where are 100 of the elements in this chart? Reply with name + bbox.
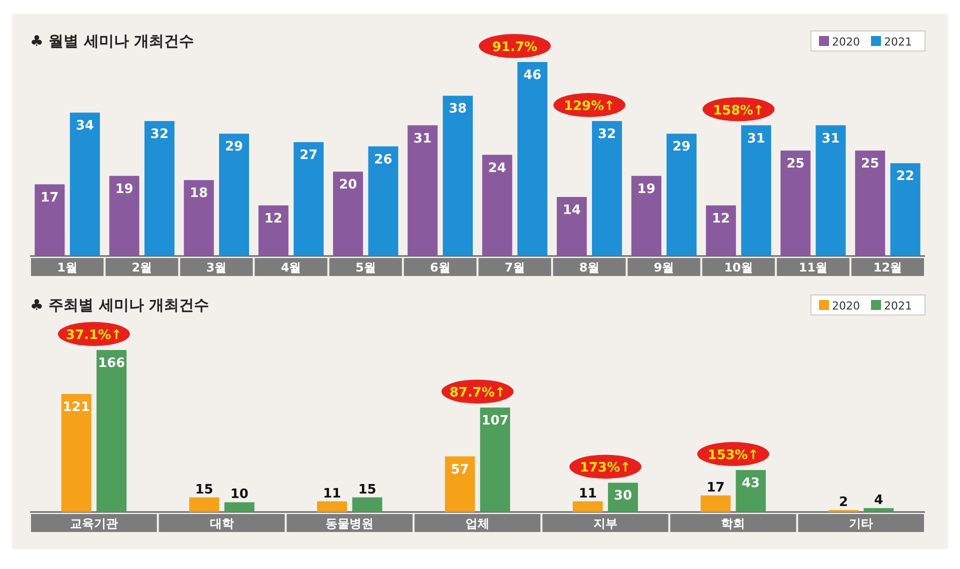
bar <box>480 408 510 512</box>
bar <box>736 470 766 512</box>
bar <box>368 146 398 256</box>
x-tick-label: 지부 <box>593 516 618 530</box>
bar <box>517 62 548 256</box>
bar <box>855 150 886 256</box>
data-label: 121 <box>62 400 90 415</box>
data-label: 57 <box>450 462 469 478</box>
chart-title: ♣ 주최별 세미나 개최건수 <box>30 296 210 314</box>
data-label: 19 <box>637 182 656 197</box>
bar <box>189 497 220 512</box>
x-tick-label: 7월 <box>504 260 525 274</box>
data-label: 29 <box>672 140 691 155</box>
x-tick-label: 12월 <box>873 260 902 274</box>
data-label: 43 <box>742 476 760 492</box>
data-label: 31 <box>414 131 432 146</box>
data-label: 4 <box>874 493 884 508</box>
data-label: 10 <box>230 487 248 502</box>
bar <box>219 134 250 256</box>
legend-label: 2020 <box>832 36 860 48</box>
bar <box>482 154 512 256</box>
x-tick-label: 1월 <box>57 260 78 274</box>
data-label: 20 <box>338 178 358 193</box>
bar <box>741 125 772 256</box>
data-label: 38 <box>448 102 467 117</box>
bar <box>592 121 622 256</box>
bar <box>333 172 364 256</box>
data-label: 11 <box>578 486 597 502</box>
annotation: 87.7%↑ <box>450 386 506 401</box>
data-label: 22 <box>896 169 914 184</box>
bar <box>408 125 438 256</box>
x-tick-label: 9월 <box>654 260 674 274</box>
data-label: 107 <box>482 414 509 429</box>
bar <box>444 456 475 512</box>
data-label: 12 <box>264 211 282 226</box>
legend-label: 2021 <box>884 36 912 48</box>
data-label: 30 <box>614 488 632 504</box>
bar <box>572 501 603 512</box>
data-label: 26 <box>374 152 392 168</box>
bar <box>890 163 920 256</box>
bar <box>96 350 127 512</box>
bar <box>864 508 894 512</box>
data-label: 2 <box>838 495 848 510</box>
x-tick-label: 동물병원 <box>326 516 374 530</box>
bar <box>317 501 348 512</box>
chart-title: ♣ 월별 세미나 개최건수 <box>30 32 194 50</box>
x-tick-label: 5월 <box>355 260 376 274</box>
x-tick-label: 6월 <box>430 260 450 274</box>
data-label: 17 <box>706 480 725 496</box>
x-tick-label: 8월 <box>579 260 600 274</box>
legend-label: 2020 <box>832 300 860 312</box>
annotation: 91.7% <box>492 40 538 55</box>
bar <box>816 125 846 256</box>
bar <box>556 196 587 256</box>
data-label: 31 <box>747 131 766 146</box>
data-label: 32 <box>150 127 169 142</box>
data-label: 31 <box>822 131 840 146</box>
bar <box>666 134 697 256</box>
data-label: 34 <box>76 118 94 134</box>
x-tick-label: 대학 <box>210 516 234 530</box>
bar <box>294 142 324 256</box>
legend-label: 2021 <box>884 300 912 312</box>
x-tick-label: 3월 <box>206 260 227 274</box>
data-label: 27 <box>300 148 318 164</box>
data-label: 46 <box>523 68 542 83</box>
x-tick-label: 11월 <box>798 260 828 274</box>
bar <box>352 497 382 512</box>
data-label: 25 <box>786 156 805 172</box>
data-label: 15 <box>358 482 376 498</box>
annotation: 153%↑ <box>708 448 759 464</box>
data-label: 11 <box>322 486 342 502</box>
bar <box>144 121 174 256</box>
annotation: 173%↑ <box>580 460 631 476</box>
data-label: 25 <box>861 156 880 172</box>
data-label: 12 <box>712 211 730 226</box>
data-label: 29 <box>225 140 244 155</box>
bar <box>442 96 473 256</box>
data-label: 18 <box>190 186 208 202</box>
bar <box>224 502 254 512</box>
annotation: 129%↑ <box>564 99 615 114</box>
x-tick-label: 2월 <box>132 260 152 274</box>
bar <box>258 205 288 256</box>
data-label: 14 <box>562 202 581 218</box>
bar <box>700 495 731 512</box>
annotation: 158%↑ <box>713 103 764 118</box>
bar <box>70 112 100 256</box>
data-label: 17 <box>40 190 59 206</box>
x-tick-label: 업체 <box>466 516 490 530</box>
bar <box>184 180 214 256</box>
data-label: 24 <box>488 160 506 176</box>
bar <box>34 184 65 256</box>
data-label: 32 <box>598 127 616 142</box>
x-tick-label: 4월 <box>280 260 302 274</box>
bar <box>631 176 662 256</box>
x-tick-label: 기타 <box>849 516 874 530</box>
bar <box>61 394 92 512</box>
bar <box>780 150 811 256</box>
bar <box>109 176 140 256</box>
annotation: 37.1%↑ <box>66 328 122 343</box>
data-label: 19 <box>115 182 134 197</box>
